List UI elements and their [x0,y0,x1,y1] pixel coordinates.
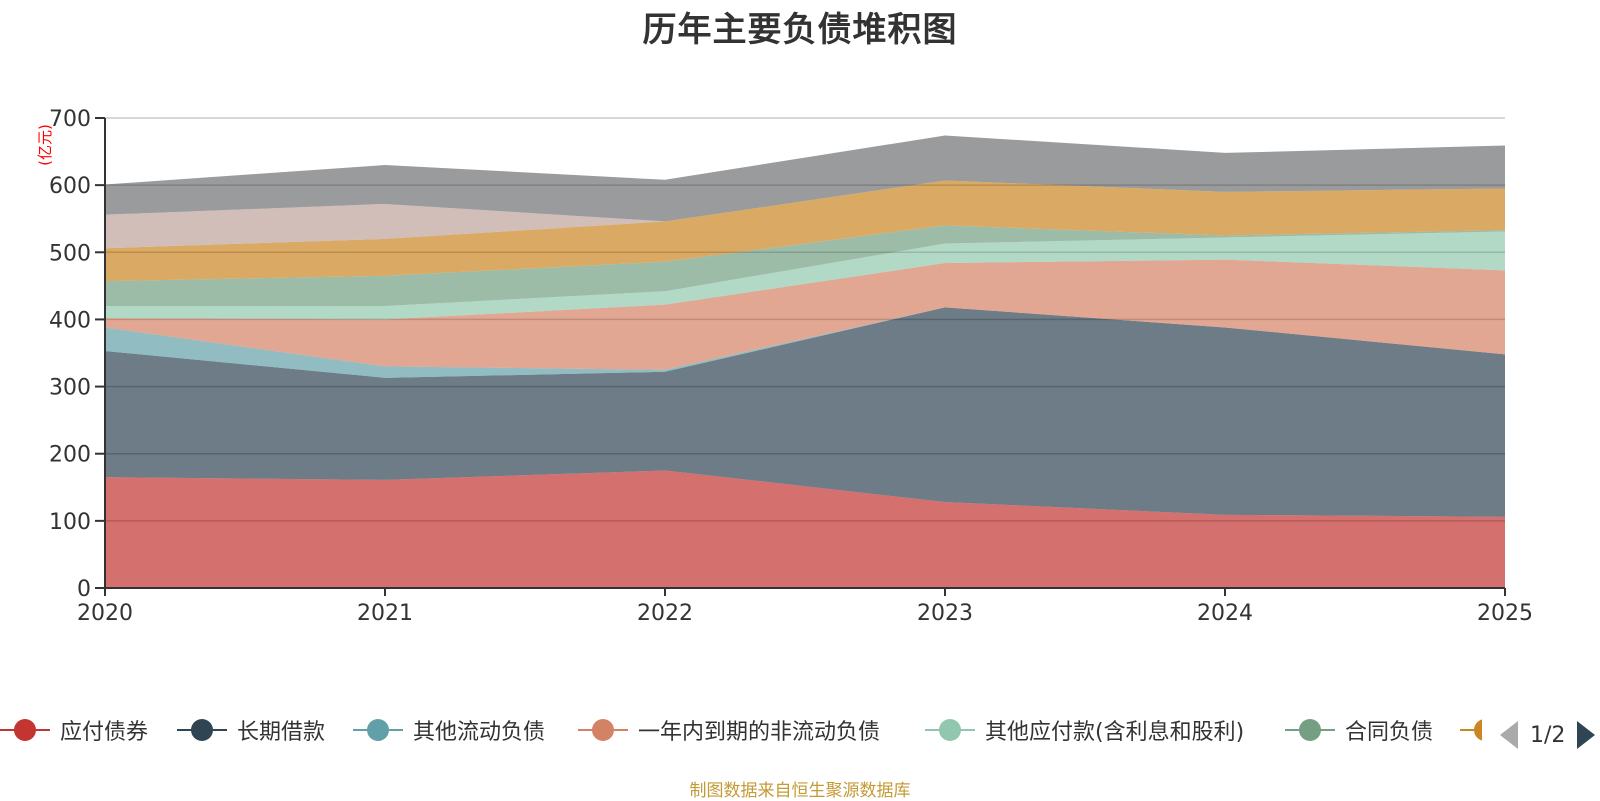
legend-marker-icon [578,715,628,745]
area-series-6[interactable] [105,180,1505,282]
area-series-5[interactable] [105,225,1505,306]
legend-item-other-payables[interactable]: 其他应付款(含利息和股利) [925,710,1244,750]
area-series-1[interactable] [105,307,1505,517]
data-source-footer: 制图数据来自恒生聚源数据库 [689,781,911,801]
y-axis-unit-label: (亿元) [36,124,54,166]
x-tick-label: 2022 [637,601,693,626]
triangle-left-icon[interactable] [1500,721,1518,749]
area-layer [105,135,1505,588]
legend-label: 一年内到期的非流动负债 [638,720,881,745]
x-tick-label: 2021 [357,601,413,626]
legend-marker-icon [1285,715,1335,745]
legend-label: 其他应付款(含利息和股利) [985,720,1245,745]
y-tick-label: 200 [49,443,91,468]
area-series-0[interactable] [105,470,1505,589]
legend-page-indicator: 1/2 [1530,722,1566,748]
y-tick-label: 700 [49,107,91,132]
y-tick-label: 0 [77,577,91,602]
legend-item-contract-liabilities[interactable]: 合同负债 [1285,710,1433,750]
triangle-right-icon[interactable] [1577,721,1596,749]
legend-label: 长期借款 [237,720,326,745]
y-tick-label: 400 [49,308,91,333]
y-tick-label: 300 [49,376,91,401]
area-series-7[interactable] [105,180,1505,249]
x-tick-label: 2024 [1197,601,1253,626]
legend: 应付债券 长期借款 其他流动负债 一年内到期的非流动负债 其他应付款(含利息和股… [0,710,1600,750]
legend-item-other-current-liabilities[interactable]: 其他流动负债 [353,710,545,750]
y-tick-label: 600 [49,174,91,199]
legend-item-bonds-payable[interactable]: 应付债券 [0,710,148,750]
legend-label: 合同负债 [1345,720,1434,745]
x-tick-label: 2020 [77,601,133,626]
area-series-4[interactable] [105,231,1505,320]
legend-marker-icon [177,715,227,745]
chart-title: 历年主要负债堆积图 [642,10,958,50]
y-tick-label: 100 [49,510,91,535]
legend-marker-icon [925,715,975,745]
legend-marker-icon [353,715,403,745]
y-tick-label: 500 [49,241,91,266]
x-tick-label: 2023 [917,601,973,626]
x-tick-label: 2025 [1477,601,1533,626]
area-series-8[interactable] [105,135,1505,222]
legend-marker-icon [1460,715,1482,745]
legend-label: 应付债券 [60,720,149,745]
legend-pager: 1/2 [1500,718,1596,752]
area-series-3[interactable] [105,259,1505,370]
axis-layer: 0 100 200 300 400 500 600 700 2020 2021 2022 2023 20… [49,107,1533,626]
legend-item-long-term-loans[interactable]: 长期借款 [177,710,325,750]
legend-item-current-portion-noncurrent[interactable]: 一年内到期的非流动负债 [578,710,880,750]
legend-marker-icon [0,715,50,745]
legend-item-truncated[interactable] [1460,710,1482,750]
legend-label: 其他流动负债 [413,720,546,745]
